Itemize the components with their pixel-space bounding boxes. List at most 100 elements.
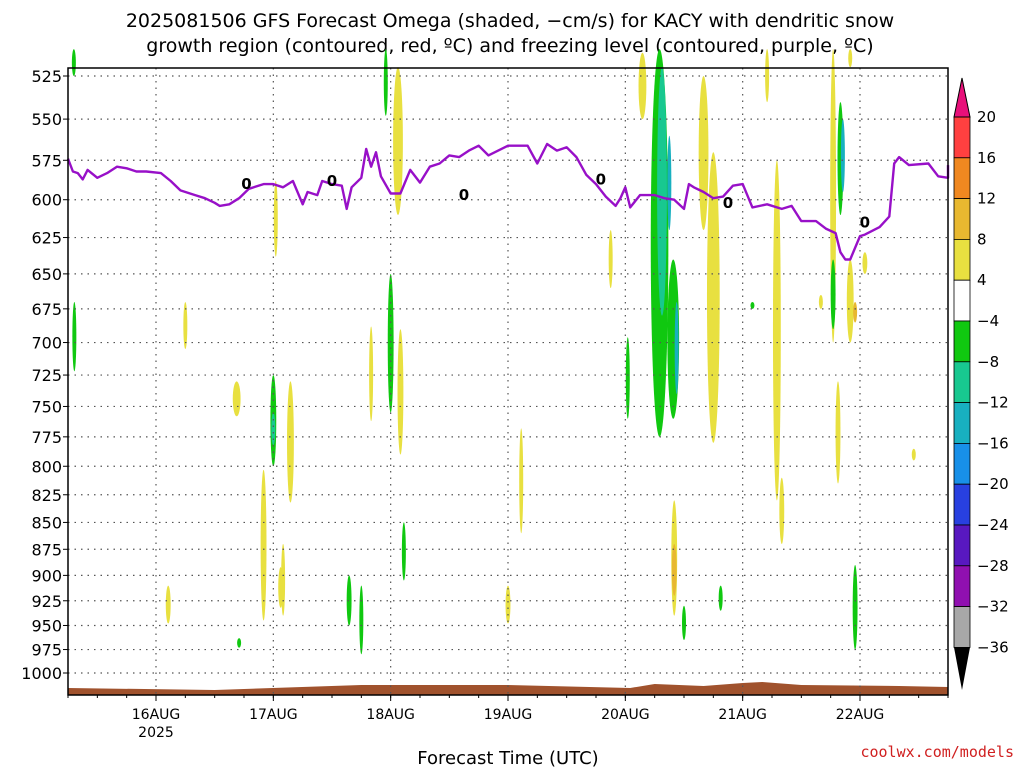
omega-shading-cell — [846, 259, 854, 343]
omega-shading-cell — [346, 575, 352, 626]
omega-shading-cell — [682, 605, 686, 640]
y-tick-label: 975 — [31, 641, 62, 660]
y-tick-label: 625 — [31, 229, 62, 248]
omega-shading-cell — [698, 76, 709, 231]
freezing-level-contour: 0 0 0 0 0 0 — [66, 142, 950, 261]
colorbar-swatch — [953, 524, 971, 567]
omega-shading-cell — [260, 469, 267, 621]
colorbar-swatch — [953, 116, 971, 159]
contour-label: 0 — [723, 194, 733, 212]
contour-label: 0 — [596, 170, 606, 188]
omega-shading-cell — [772, 160, 781, 501]
omega-shading-cell — [657, 67, 667, 316]
chart-title-line2: growth region (contoured, red, ºC) and f… — [146, 35, 873, 57]
colorbar-swatch — [953, 238, 971, 281]
colorbar-label: −32 — [977, 598, 1009, 616]
omega-shading-cell — [706, 152, 720, 443]
omega-shading-cell — [281, 543, 286, 616]
colorbar-label: 4 — [977, 271, 987, 289]
omega-shading-cell — [387, 273, 394, 413]
terrain-fill — [68, 682, 948, 695]
x-tick-label: 22AUG — [836, 707, 885, 723]
y-tick-label: 575 — [31, 151, 62, 170]
colorbar-swatch — [953, 565, 971, 607]
omega-shading-cell — [835, 381, 841, 484]
y-tick-label: 750 — [31, 397, 62, 416]
omega-shading — [71, 49, 970, 655]
colorbar-swatch — [953, 198, 971, 240]
colorbar-swatch — [953, 279, 971, 322]
freezing-level-line — [66, 142, 950, 261]
x-tick-label: 21AUG — [718, 707, 767, 723]
omega-shading-cell — [232, 381, 241, 417]
omega-shading-cell — [608, 230, 613, 289]
omega-shading-cell — [237, 638, 242, 648]
omega-shading-cell — [519, 428, 524, 534]
omega-shading-cell — [183, 301, 188, 350]
x-tick-label: 18AUG — [366, 707, 415, 723]
y-tick-label: 525 — [31, 67, 62, 86]
y-tick-label: 900 — [31, 566, 62, 585]
omega-shading-cell — [818, 295, 823, 309]
omega-shading-cell — [72, 301, 77, 372]
y-tick-label: 850 — [31, 513, 62, 532]
omega-shading-cell — [271, 412, 276, 446]
y-tick-label: 675 — [31, 300, 62, 319]
y-tick-label: 725 — [31, 366, 62, 385]
colorbar-bottom-arrow — [954, 647, 970, 690]
x-tick-sublabel: 2025 — [138, 725, 174, 741]
omega-shading-cell — [505, 585, 511, 624]
colorbar-swatch — [953, 483, 971, 526]
colorbar-label: −8 — [977, 353, 999, 371]
y-tick-label: 700 — [31, 334, 62, 353]
omega-shading-cell — [862, 252, 868, 274]
x-tick-label: 16AUG — [132, 707, 181, 723]
colorbar-label: −28 — [977, 557, 1009, 575]
colorbar-label: 8 — [977, 230, 987, 248]
colorbar-swatch — [953, 402, 971, 444]
colorbar-label: −20 — [977, 475, 1009, 493]
omega-shading-cell — [71, 49, 76, 76]
omega-shading-cell — [638, 52, 647, 120]
omega-shading-cell — [393, 67, 403, 216]
terrain-area — [68, 682, 948, 695]
omega-shading-cell — [765, 49, 770, 103]
x-tick-label: 17AUG — [249, 707, 298, 723]
y-tick-label: 600 — [31, 191, 62, 210]
y-tick-label: 775 — [31, 428, 62, 447]
pressure-axis: 525 550 575 600 625 650 675 700 725 750 775 800 825 8… — [21, 67, 68, 683]
omega-shading-cell — [383, 49, 388, 116]
omega-shading-cell — [165, 585, 171, 624]
colorbar-swatch — [953, 606, 971, 648]
omega-shading-cell — [830, 259, 836, 330]
omega-shading-cell — [359, 585, 364, 655]
omega-shading-cell — [853, 301, 858, 323]
contour-label: 0 — [327, 172, 337, 190]
y-tick-label: 950 — [31, 616, 62, 635]
omega-shading-cell — [397, 329, 404, 455]
x-tick-label: 20AUG — [601, 707, 650, 723]
omega-shading-cell — [911, 448, 916, 461]
omega-shading-cell — [401, 522, 406, 581]
omega-shading-cell — [625, 337, 630, 419]
omega-shading-cell — [848, 49, 853, 68]
colorbar-label: −36 — [977, 638, 1009, 656]
colorbar-label: 16 — [977, 149, 996, 167]
colorbar-swatch — [953, 361, 971, 403]
omega-shading-cell — [671, 543, 677, 596]
y-tick-label: 1000 — [21, 664, 62, 683]
omega-shading-cell — [287, 381, 294, 503]
contour-label: 0 — [241, 175, 251, 193]
colorbar-swatch — [953, 157, 971, 200]
colorbar-label: −4 — [977, 312, 999, 330]
omega-shading-cell — [779, 477, 785, 544]
omega-shading-cell — [852, 565, 858, 650]
y-tick-label: 800 — [31, 457, 62, 476]
colorbar-label: −16 — [977, 434, 1009, 452]
y-tick-label: 650 — [31, 265, 62, 284]
y-tick-label: 825 — [31, 486, 62, 505]
y-tick-label: 925 — [31, 592, 62, 611]
omega-shading-cell — [840, 119, 845, 192]
colorbar-label: −24 — [977, 516, 1009, 534]
